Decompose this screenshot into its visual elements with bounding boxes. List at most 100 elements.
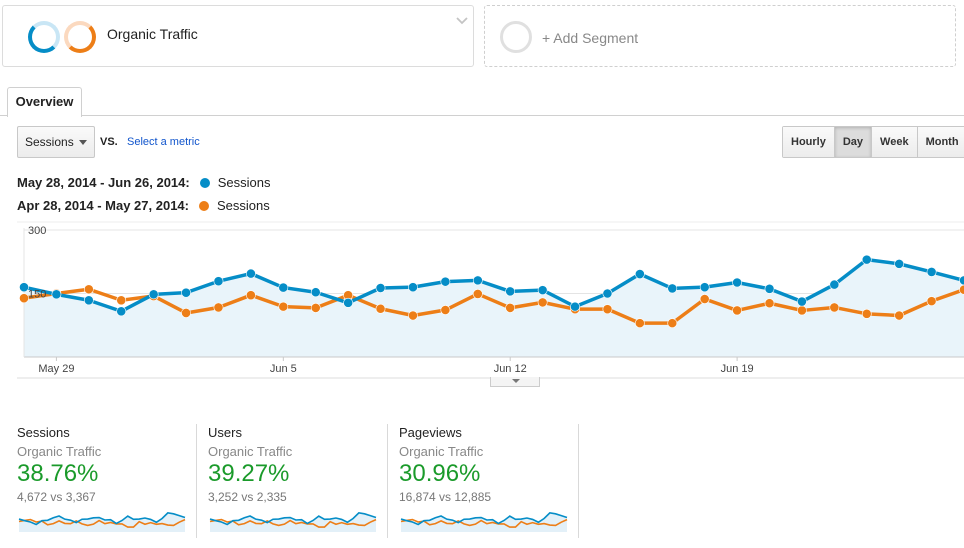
data-point bbox=[926, 296, 937, 307]
month-button[interactable]: Month bbox=[916, 127, 964, 157]
day-button[interactable]: Day bbox=[833, 127, 872, 157]
scorecard-metric: Users bbox=[208, 425, 242, 440]
legend-range-text: Apr 28, 2014 - May 27, 2014: bbox=[17, 198, 189, 213]
sparkline-series bbox=[400, 518, 568, 528]
data-point bbox=[699, 282, 710, 293]
segment-label: Organic Traffic bbox=[107, 26, 198, 42]
data-point bbox=[83, 284, 94, 295]
data-point bbox=[797, 305, 807, 316]
sparkline-series bbox=[209, 518, 377, 528]
sparkline-series bbox=[18, 518, 186, 528]
data-point bbox=[634, 269, 645, 279]
data-point bbox=[245, 268, 256, 279]
series-line bbox=[23, 257, 964, 314]
data-point bbox=[829, 302, 840, 313]
scorecard-values: 16,874 vs 12,885 bbox=[399, 490, 492, 504]
sparkline-series bbox=[18, 512, 186, 526]
segment-organic-traffic[interactable]: Organic Traffic bbox=[2, 5, 474, 67]
week-button[interactable]: Week bbox=[871, 127, 917, 157]
scorecard-segment: Organic Traffic bbox=[399, 444, 484, 459]
granularity-toggle: Hourly Day Week Month bbox=[782, 126, 964, 158]
scorecard-change: 39.27% bbox=[208, 460, 290, 487]
scorecard-divider bbox=[387, 424, 388, 538]
legend-metric: Sessions bbox=[217, 175, 271, 190]
caret-down-icon bbox=[79, 140, 87, 145]
data-point bbox=[310, 287, 321, 298]
scorecard-pageviews[interactable]: Pageviews Organic Traffic 30.96% 16,874 … bbox=[399, 424, 579, 540]
data-point bbox=[570, 301, 580, 312]
hourly-button[interactable]: Hourly bbox=[783, 127, 834, 157]
data-point bbox=[278, 282, 289, 293]
metric-dropdown-label: Sessions bbox=[25, 135, 74, 149]
scorecard-values: 4,672 vs 3,367 bbox=[17, 490, 96, 504]
add-segment-label: + Add Segment bbox=[542, 30, 639, 46]
tab-overview[interactable]: Overview bbox=[7, 87, 82, 117]
data-point bbox=[472, 275, 483, 286]
metric-dropdown[interactable]: Sessions bbox=[17, 126, 95, 158]
scorecard-segment: Organic Traffic bbox=[208, 444, 293, 459]
data-point bbox=[732, 277, 743, 288]
data-point bbox=[116, 295, 127, 306]
select-metric-link[interactable]: Select a metric bbox=[127, 136, 200, 148]
data-point bbox=[732, 305, 743, 316]
data-point bbox=[51, 289, 62, 300]
data-point bbox=[83, 295, 94, 306]
data-point bbox=[959, 275, 964, 286]
data-point bbox=[116, 306, 127, 317]
data-point bbox=[310, 302, 321, 313]
legend-metric: Sessions bbox=[217, 198, 270, 213]
data-point bbox=[537, 285, 548, 296]
legend-range-text: May 28, 2014 - Jun 26, 2014: bbox=[17, 175, 190, 190]
data-point bbox=[959, 284, 964, 295]
legend-dot-icon bbox=[199, 201, 209, 211]
data-point bbox=[699, 294, 710, 304]
x-tick-label: Jun 19 bbox=[721, 363, 754, 375]
segment-color-icon bbox=[28, 21, 60, 53]
y-tick-label: 300 bbox=[28, 225, 46, 237]
sessions-sparkline bbox=[18, 512, 186, 532]
data-point bbox=[19, 293, 29, 304]
scorecard-change: 38.76% bbox=[17, 460, 99, 487]
data-point bbox=[19, 282, 29, 293]
data-point bbox=[213, 302, 224, 313]
vs-label: VS. bbox=[100, 136, 118, 148]
scorecard-sessions[interactable]: Sessions Organic Traffic 38.76% 4,672 vs… bbox=[17, 424, 197, 540]
scorecard-users[interactable]: Users Organic Traffic 39.27% 3,252 vs 2,… bbox=[208, 424, 388, 540]
add-segment-button[interactable]: + Add Segment bbox=[484, 5, 956, 67]
data-point bbox=[213, 276, 224, 287]
data-point bbox=[764, 298, 775, 309]
scorecard-metric: Sessions bbox=[17, 425, 70, 440]
sparkline-series bbox=[400, 512, 568, 526]
series-line bbox=[23, 287, 964, 325]
data-point bbox=[537, 297, 548, 308]
data-point bbox=[472, 289, 483, 299]
scorecard-segment: Organic Traffic bbox=[17, 444, 102, 459]
data-point bbox=[894, 258, 905, 269]
data-point bbox=[375, 283, 386, 293]
data-point bbox=[861, 254, 872, 265]
legend-previous-range: Apr 28, 2014 - May 27, 2014: Sessions bbox=[17, 198, 270, 213]
expand-icon bbox=[512, 379, 520, 383]
scorecard-values: 3,252 vs 2,335 bbox=[208, 490, 287, 504]
x-tick-label: Jun 5 bbox=[270, 363, 297, 375]
data-point bbox=[440, 276, 451, 287]
data-point bbox=[408, 282, 418, 293]
data-point bbox=[764, 283, 775, 294]
data-point bbox=[667, 318, 678, 329]
data-point bbox=[829, 279, 840, 290]
chevron-down-icon[interactable] bbox=[455, 14, 469, 28]
data-point bbox=[797, 296, 807, 307]
segment-compare-icon bbox=[64, 21, 96, 53]
pageviews-sparkline bbox=[400, 512, 568, 532]
data-point bbox=[245, 290, 256, 301]
scorecard-metric: Pageviews bbox=[399, 425, 462, 440]
data-point bbox=[505, 286, 516, 297]
data-point bbox=[375, 303, 386, 314]
data-point bbox=[926, 267, 937, 277]
data-point bbox=[634, 318, 645, 329]
chart-expander[interactable] bbox=[490, 377, 540, 387]
legend-dot-icon bbox=[199, 178, 210, 188]
scorecard-change: 30.96% bbox=[399, 460, 481, 487]
x-tick-label: May 29 bbox=[38, 363, 74, 375]
tab-divider bbox=[0, 115, 964, 116]
